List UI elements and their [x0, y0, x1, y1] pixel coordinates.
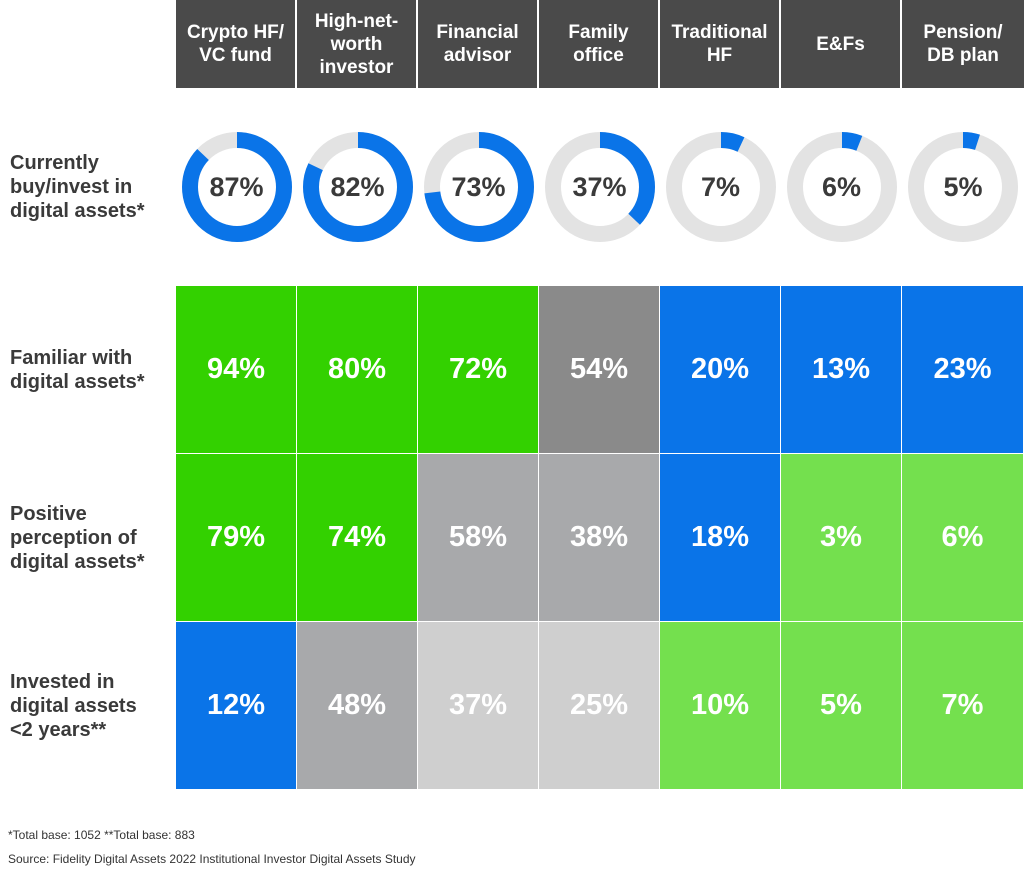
column-header-1: High-net- worth investor — [297, 0, 416, 88]
cell-r1-c6: 6% — [902, 454, 1024, 622]
column-header-3: Family office — [539, 0, 658, 88]
donut-5: 6% — [784, 129, 900, 245]
donut-0: 87% — [179, 129, 295, 245]
donut-value-3: 37% — [572, 171, 627, 202]
cell-r0-c0: 94% — [176, 286, 297, 454]
donut-arc-1 — [302, 132, 413, 242]
cell-r2-c1: 48% — [297, 622, 418, 790]
column-header-0: Crypto HF/ VC fund — [176, 0, 295, 88]
row-label-0: Familiar with digital assets* — [10, 347, 145, 393]
donut-arc-6 — [908, 132, 1018, 242]
footnote-source: Source: Fidelity Digital Assets 2022 Ins… — [8, 852, 416, 866]
row-label-1: Positive perception of digital assets* — [10, 503, 145, 573]
donut-1: 82% — [300, 129, 416, 245]
cell-r1-c0: 79% — [176, 454, 297, 622]
donut-value-6: 5% — [943, 171, 983, 202]
cell-r1-c2: 58% — [418, 454, 539, 622]
donut-4: 7% — [663, 129, 779, 245]
cell-r0-c6: 23% — [902, 286, 1024, 454]
cell-r1-c4: 18% — [660, 454, 781, 622]
column-header-2: Financial advisor — [418, 0, 537, 88]
cell-r2-c4: 10% — [660, 622, 781, 790]
cell-r2-c2: 37% — [418, 622, 539, 790]
cell-r2-c0: 12% — [176, 622, 297, 790]
donut-arc-5 — [786, 132, 897, 242]
donut-arc-4 — [665, 132, 776, 242]
footnote-base: *Total base: 1052 **Total base: 883 — [8, 828, 195, 842]
column-header-4: Traditional HF — [660, 0, 779, 88]
column-header-6: Pension/ DB plan — [902, 0, 1024, 88]
cell-r2-c6: 7% — [902, 622, 1024, 790]
cell-r2-c5: 5% — [781, 622, 902, 790]
row-label-2: Invested in digital assets <2 years** — [10, 671, 137, 741]
cell-r1-c5: 3% — [781, 454, 902, 622]
cell-r0-c4: 20% — [660, 286, 781, 454]
donut-value-2: 73% — [451, 171, 506, 202]
donut-arc-3 — [544, 132, 655, 242]
cell-r1-c1: 74% — [297, 454, 418, 622]
column-header-5: E&Fs — [781, 0, 900, 88]
cell-r0-c1: 80% — [297, 286, 418, 454]
donut-3: 37% — [542, 129, 658, 245]
donut-value-4: 7% — [700, 171, 741, 202]
cell-r0-c3: 54% — [539, 286, 660, 454]
cell-r1-c3: 38% — [539, 454, 660, 622]
row-label-currently-invest: Currently buy/invest in digital assets* — [10, 152, 145, 222]
donut-value-5: 6% — [821, 171, 862, 202]
cell-r2-c3: 25% — [539, 622, 660, 790]
donut-value-1: 82% — [330, 171, 385, 202]
donut-6: 5% — [905, 129, 1021, 245]
cell-r0-c5: 13% — [781, 286, 902, 454]
donut-2: 73% — [421, 129, 537, 245]
donut-arc-0 — [181, 132, 292, 242]
cell-r0-c2: 72% — [418, 286, 539, 454]
donut-arc-2 — [423, 132, 534, 242]
donut-value-0: 87% — [209, 171, 264, 202]
